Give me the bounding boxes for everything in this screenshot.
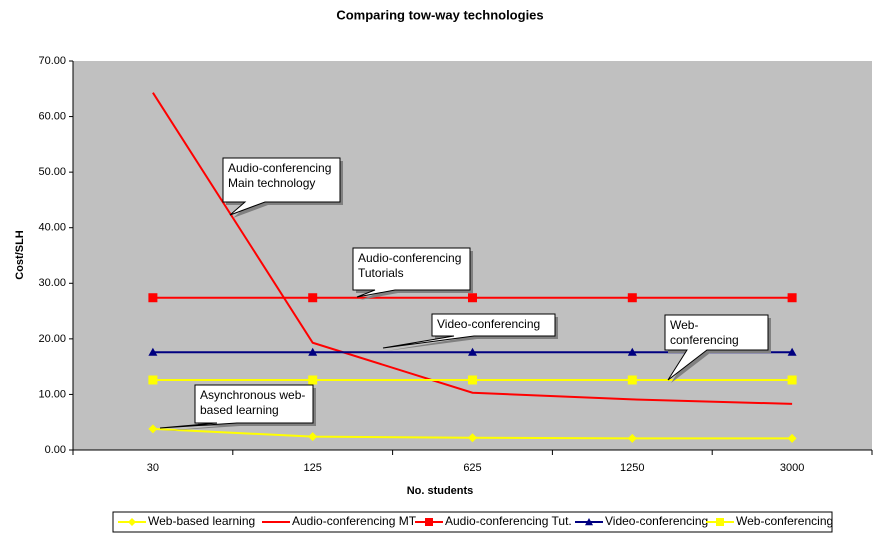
callout-text: Asynchronous web- [200,388,305,402]
legend [112,511,833,533]
x-tick-label: 125 [304,462,322,474]
y-tick-label: 10.00 [38,388,66,400]
series-line [152,92,793,405]
callout-text: Audio-conferencing [228,161,331,175]
callout-text: Web- [670,318,698,332]
y-axis-label: Cost/SLH [14,230,26,280]
marker [627,375,637,385]
x-tick-label: 625 [463,462,481,474]
y-tick-label: 0.00 [45,444,66,456]
marker [627,347,637,356]
marker [128,518,136,526]
marker [425,518,433,526]
callout-text: Audio-conferencing [358,251,461,265]
callout-text: based learning [200,403,279,417]
callout-text: Main technology [228,176,315,190]
marker [787,293,797,303]
marker [585,518,593,526]
callout [352,247,471,298]
y-tick-label: 70.00 [38,55,66,67]
marker [468,433,477,443]
marker [308,347,318,356]
x-tick-label: 3000 [780,462,804,474]
legend-label: Web-based learning [148,514,255,528]
marker [627,433,637,443]
x-tick-label: 1250 [620,462,644,474]
legend-label: Audio-conferencing Tut. [445,514,572,528]
marker [787,433,797,443]
marker [148,347,158,356]
y-tick-label: 20.00 [38,333,66,345]
marker [148,424,158,434]
y-tick-label: 50.00 [38,166,66,178]
x-tick-label: 30 [147,462,159,474]
legend-label: Video-conferencing [605,514,708,528]
legend-label: Audio-conferencing MT [292,514,417,528]
marker [468,375,477,385]
marker [148,293,158,303]
marker [787,375,797,385]
marker [308,293,318,303]
marker [468,293,477,303]
chart-title: Comparing tow-way technologies [336,7,543,22]
legend-label: Web-conferencing [736,514,833,528]
callout [664,314,769,381]
callout-text: conferencing [670,333,739,347]
marker [627,293,637,303]
marker [308,432,318,442]
marker [468,347,477,356]
marker [716,518,724,526]
marker [308,375,318,385]
callout [159,384,314,429]
callout [222,157,341,216]
callout-text: Video-conferencing [437,317,540,331]
y-tick-label: 60.00 [38,110,66,122]
callout [382,313,556,349]
callout-text: Tutorials [358,266,404,280]
marker [148,375,158,385]
y-tick-label: 30.00 [38,277,66,289]
y-tick-label: 40.00 [38,222,66,234]
marker [787,347,797,356]
x-axis-label: No. students [407,485,474,497]
